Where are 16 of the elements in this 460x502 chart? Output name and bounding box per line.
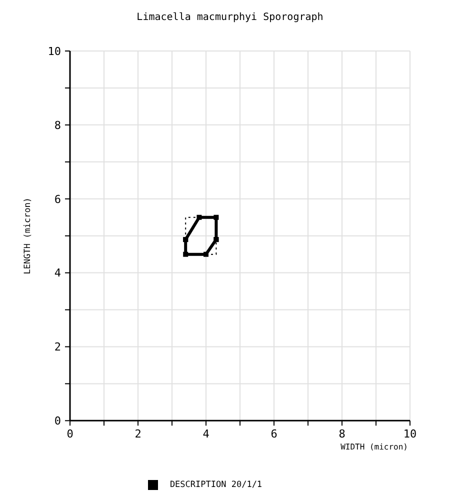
y-tick-label: 6 [54,192,61,206]
x-tick-label: 2 [134,427,142,440]
y-axis-title: LENGTH (micron) [23,197,33,274]
x-tick-label: 0 [66,427,74,440]
y-tick-label: 2 [54,340,61,354]
chart-title: Limacella macmurphyi Sporograph [136,12,324,23]
x-tick-label: 8 [338,427,346,440]
y-tick-label: 0 [54,414,61,428]
legend-label: DESCRIPTION 20/1/1 [170,480,262,490]
x-tick-label: 6 [270,427,278,440]
x-tick-label: 10 [403,427,417,440]
x-axis-title: WIDTH (micron) [340,442,408,452]
y-tick-label: 10 [48,44,61,58]
y-tick-label: 8 [54,118,61,132]
x-tick-label: 4 [202,427,210,440]
y-tick-label: 4 [54,266,62,280]
